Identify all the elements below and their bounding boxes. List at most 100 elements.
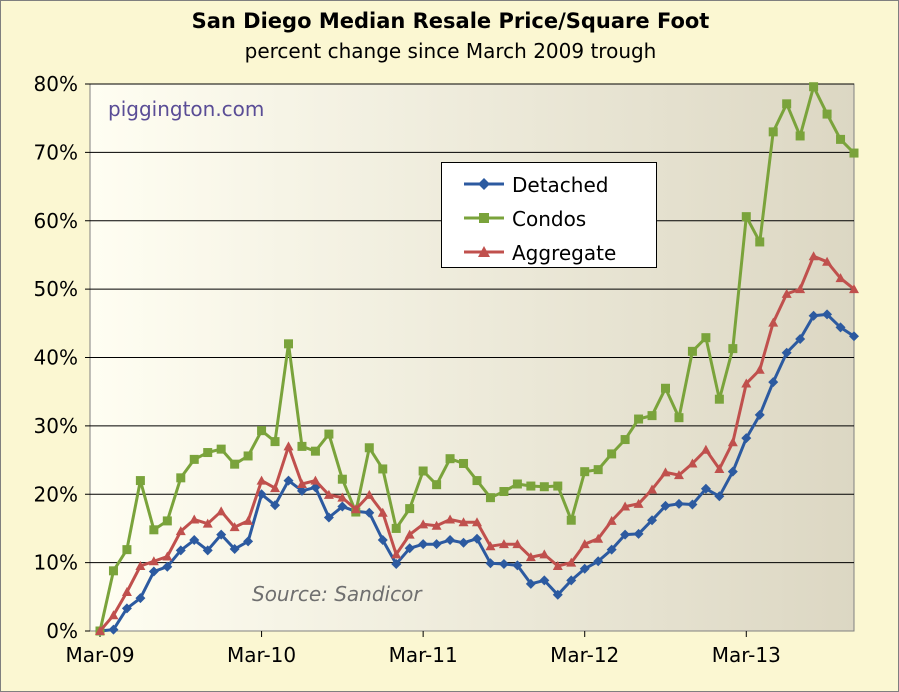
data-point-detached bbox=[391, 558, 402, 569]
data-point-aggregate bbox=[647, 484, 658, 494]
data-point-condos bbox=[445, 454, 455, 464]
data-point-detached bbox=[175, 545, 186, 556]
data-point-aggregate bbox=[108, 610, 119, 620]
series-detached bbox=[95, 309, 859, 636]
y-tick-label: 30% bbox=[34, 414, 78, 438]
y-tick-label: 20% bbox=[34, 482, 78, 506]
data-point-condos bbox=[459, 458, 469, 468]
data-point-detached bbox=[512, 560, 523, 571]
data-point-condos bbox=[512, 479, 522, 489]
data-point-detached bbox=[566, 575, 577, 586]
data-point-condos bbox=[122, 545, 132, 555]
data-point-condos bbox=[432, 480, 442, 490]
data-point-aggregate bbox=[566, 557, 577, 567]
data-point-condos bbox=[108, 566, 118, 576]
legend: Detached Condos Aggregate bbox=[441, 162, 657, 268]
y-tick-label: 70% bbox=[34, 140, 78, 164]
data-point-aggregate bbox=[606, 515, 617, 525]
y-tick-label: 50% bbox=[34, 277, 78, 301]
data-point-detached bbox=[647, 515, 658, 526]
data-point-detached bbox=[633, 528, 644, 539]
data-point-detached bbox=[323, 512, 334, 523]
data-point-aggregate bbox=[350, 504, 361, 514]
legend-label-aggregate: Aggregate bbox=[512, 241, 617, 265]
data-point-aggregate bbox=[229, 522, 240, 532]
data-point-detached bbox=[741, 433, 752, 444]
legend-marker-condos bbox=[464, 213, 504, 223]
data-point-detached bbox=[162, 561, 173, 572]
data-point-condos bbox=[243, 451, 253, 461]
data-point-detached bbox=[754, 409, 765, 420]
data-point-condos bbox=[795, 131, 805, 141]
y-tick-label: 60% bbox=[34, 209, 78, 233]
data-point-detached bbox=[337, 501, 348, 512]
data-point-detached bbox=[216, 529, 227, 540]
x-tick-label: Mar-13 bbox=[712, 643, 781, 667]
data-point-detached bbox=[283, 475, 294, 486]
data-point-detached bbox=[660, 500, 671, 511]
data-point-aggregate bbox=[256, 475, 267, 485]
data-point-condos bbox=[714, 394, 724, 404]
data-point-condos bbox=[849, 148, 859, 158]
legend-item-condos: Condos bbox=[442, 203, 656, 233]
data-point-aggregate bbox=[795, 284, 806, 294]
data-point-detached bbox=[189, 535, 200, 546]
data-point-aggregate bbox=[135, 561, 146, 571]
data-point-condos bbox=[297, 441, 307, 451]
legend-item-detached: Detached bbox=[442, 169, 656, 199]
data-point-detached bbox=[795, 334, 806, 345]
data-point-condos bbox=[418, 466, 428, 476]
data-point-aggregate bbox=[283, 441, 294, 451]
watermark-text: piggington.com bbox=[108, 97, 265, 121]
data-point-condos bbox=[391, 523, 401, 533]
data-point-aggregate bbox=[620, 501, 631, 511]
data-point-aggregate bbox=[310, 475, 321, 485]
data-point-detached bbox=[606, 544, 617, 555]
series-condos bbox=[95, 82, 859, 636]
data-point-condos bbox=[566, 515, 576, 525]
data-point-condos bbox=[149, 525, 159, 535]
data-point-aggregate bbox=[660, 467, 671, 477]
data-point-detached bbox=[404, 543, 415, 554]
data-point-condos bbox=[768, 127, 778, 137]
data-point-aggregate bbox=[95, 626, 105, 635]
data-point-detached bbox=[673, 498, 684, 509]
data-point-detached bbox=[148, 566, 159, 577]
series-group bbox=[95, 82, 859, 636]
x-tick-label: Mar-10 bbox=[227, 643, 296, 667]
data-point-detached bbox=[781, 347, 792, 358]
data-point-detached bbox=[296, 485, 307, 496]
data-point-aggregate bbox=[216, 506, 227, 516]
legend-marker-detached bbox=[464, 178, 504, 190]
data-point-detached bbox=[620, 529, 631, 540]
data-point-aggregate bbox=[539, 549, 550, 559]
data-point-condos bbox=[687, 346, 697, 356]
data-point-condos bbox=[836, 134, 846, 144]
data-point-aggregate bbox=[485, 541, 496, 551]
data-point-condos bbox=[674, 413, 684, 423]
data-point-detached bbox=[727, 466, 738, 477]
data-point-aggregate bbox=[687, 458, 698, 468]
data-point-aggregate bbox=[727, 437, 738, 447]
data-point-aggregate bbox=[768, 317, 779, 327]
data-point-detached bbox=[202, 545, 213, 556]
y-tick-label: 0% bbox=[46, 619, 78, 643]
data-point-condos bbox=[782, 99, 792, 109]
data-point-detached bbox=[579, 563, 590, 574]
y-tick-label: 40% bbox=[34, 346, 78, 370]
data-point-condos bbox=[661, 383, 670, 393]
data-point-condos bbox=[647, 411, 657, 421]
data-point-detached bbox=[364, 507, 375, 518]
series-aggregate bbox=[95, 251, 859, 635]
data-point-condos bbox=[135, 476, 145, 486]
data-point-condos bbox=[728, 344, 738, 354]
data-point-condos bbox=[755, 237, 765, 247]
data-point-condos bbox=[607, 449, 617, 459]
data-point-aggregate bbox=[377, 507, 388, 517]
data-point-aggregate bbox=[849, 284, 859, 294]
data-point-aggregate bbox=[418, 519, 429, 529]
data-point-aggregate bbox=[431, 520, 442, 530]
data-point-detached bbox=[687, 499, 698, 510]
data-point-aggregate bbox=[714, 463, 725, 473]
data-point-aggregate bbox=[364, 489, 375, 499]
